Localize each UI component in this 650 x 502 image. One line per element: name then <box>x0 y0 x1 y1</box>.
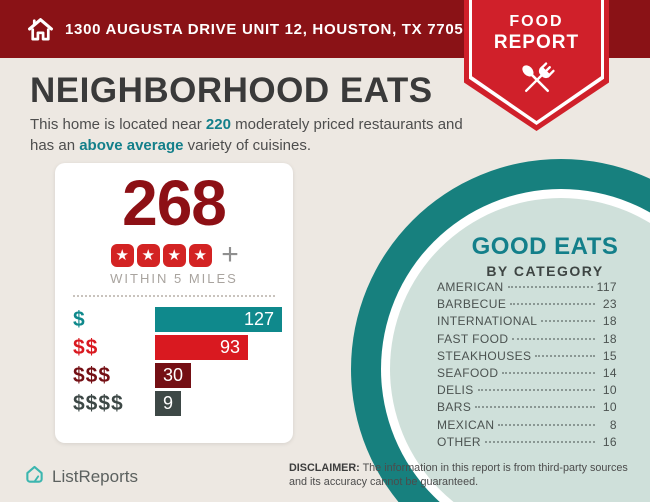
total-restaurant-count: 268 <box>122 167 227 239</box>
logo-house-icon <box>24 464 45 490</box>
category-row: MEXICAN 8 <box>437 418 617 435</box>
dotted-divider <box>73 295 275 297</box>
summary-sentence: This home is located near 220 moderately… <box>30 115 478 156</box>
restaurant-summary-card: 268 ★ ★ ★ ★ + WITHIN 5 MILES $127 $$ 93 $$$ 30 $… <box>55 163 293 443</box>
price-tier-bar: 9 <box>155 391 182 416</box>
dotted-leader <box>485 440 595 443</box>
category-row: DELIS 10 <box>437 383 617 400</box>
dotted-leader <box>541 320 595 323</box>
category-label: INTERNATIONAL <box>437 314 538 329</box>
category-value: 14 <box>602 365 617 380</box>
price-bar-row: $$$ 30 <box>73 363 293 388</box>
price-tier-bar: 127 <box>155 307 282 332</box>
badge-title-line1: FOOD <box>509 13 564 30</box>
category-label: SEAFOOD <box>437 365 499 380</box>
page-title: NEIGHBORHOOD EATS <box>30 71 433 110</box>
price-tier-bar: 93 <box>155 335 248 360</box>
house-icon <box>27 17 54 42</box>
dotted-leader <box>502 371 595 374</box>
category-row: FAST FOOD 18 <box>437 332 617 349</box>
category-label: DELIS <box>437 383 474 398</box>
category-value: 10 <box>602 383 617 398</box>
category-list: AMERICAN 117 BARBECUE 23 INTERNATIONAL 18 FAST… <box>437 280 617 452</box>
stars-row: ★ ★ ★ ★ + <box>55 238 293 271</box>
price-tier-label: $ <box>73 307 86 331</box>
dotted-leader <box>535 354 595 357</box>
category-row: BARS 10 <box>437 400 617 417</box>
price-bar-row: $$$$ 9 <box>73 391 293 416</box>
category-label: BARBECUE <box>437 297 507 312</box>
category-value: 18 <box>602 331 617 346</box>
price-tier-label: $$$ <box>73 363 112 387</box>
disclaimer: DISCLAIMER: The information in this repo… <box>289 461 641 490</box>
badge-title-line2: REPORT <box>493 32 580 53</box>
dotted-leader <box>475 406 595 409</box>
subtitle-text: This home is located near <box>30 116 206 133</box>
property-address: 1300 AUGUSTA DRIVE UNIT 12, HOUSTON, TX … <box>65 20 473 38</box>
category-value: 10 <box>602 400 617 415</box>
category-label: FAST FOOD <box>437 331 509 346</box>
dotted-leader <box>507 286 593 288</box>
category-row: SEAFOOD 14 <box>437 366 617 383</box>
dotted-leader <box>477 389 595 392</box>
dotted-leader <box>510 303 595 306</box>
good-eats-heading: GOOD EATS BY CATEGORY <box>432 233 650 279</box>
price-bar-row: $127 <box>73 307 293 332</box>
category-row: OTHER 16 <box>437 435 617 452</box>
category-label: STEAKHOUSES <box>437 348 532 363</box>
subtitle-text: variety of cuisines. <box>183 136 312 154</box>
star-icon: ★ <box>188 243 212 267</box>
food-report-badge: FOOD REPORT <box>464 0 609 131</box>
star-icon: ★ <box>110 243 134 267</box>
good-eats-subtitle: BY CATEGORY <box>486 263 604 279</box>
category-row: STEAKHOUSES 15 <box>437 349 617 366</box>
price-tier-value: 93 <box>219 337 240 357</box>
category-label: BARS <box>437 400 472 415</box>
price-tier-value: 127 <box>243 309 274 329</box>
category-value: 23 <box>602 297 617 312</box>
price-tier-bar: 30 <box>155 363 192 388</box>
brand-name: ListReports <box>52 467 138 486</box>
price-tier-value: 9 <box>163 393 174 413</box>
category-value: 16 <box>602 434 617 449</box>
category-value: 15 <box>602 348 617 363</box>
listreports-brand: ListReports <box>24 464 138 490</box>
variety-highlight: above average <box>79 136 184 154</box>
category-row: BARBECUE 23 <box>437 297 617 314</box>
price-tier-bar-chart: $127 $$ 93 $$$ 30 $$$$ 9 <box>55 307 293 416</box>
category-value: 8 <box>609 417 617 432</box>
good-eats-title: GOOD EATS <box>471 233 619 260</box>
disclaimer-label: DISCLAIMER: <box>289 462 360 474</box>
restaurant-count-highlight: 220 <box>205 116 231 133</box>
category-row: AMERICAN 117 <box>437 280 617 297</box>
dotted-leader <box>512 337 595 340</box>
category-label: OTHER <box>437 434 481 449</box>
category-label: MEXICAN <box>437 417 495 432</box>
star-icon: ★ <box>162 243 186 267</box>
subtitle-text: moderately priced restaurants and has an <box>30 116 463 154</box>
price-tier-value: 30 <box>163 365 184 385</box>
disclaimer-text: The information in this report is from t… <box>289 462 628 489</box>
category-row: INTERNATIONAL 18 <box>437 314 617 331</box>
category-value: 117 <box>596 280 617 294</box>
category-label: AMERICAN <box>437 280 504 294</box>
dotted-leader <box>498 423 595 426</box>
star-icon: ★ <box>136 243 160 267</box>
price-tier-label: $$ <box>73 335 99 359</box>
plus-icon: + <box>221 238 239 271</box>
price-bar-row: $$ 93 <box>73 335 293 360</box>
radius-label: WITHIN 5 MILES <box>110 271 238 286</box>
utensils-icon <box>464 58 609 107</box>
category-value: 18 <box>602 314 617 329</box>
price-tier-label: $$$$ <box>73 391 124 415</box>
